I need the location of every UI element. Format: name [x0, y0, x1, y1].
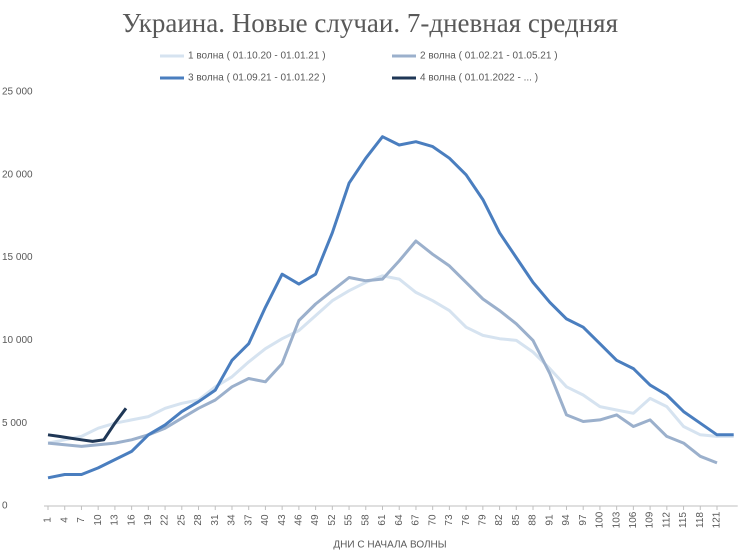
- x-tick-label: 46: [294, 514, 305, 526]
- x-tick-label: 52: [327, 514, 338, 526]
- x-tick-label: 118: [695, 512, 706, 528]
- x-tick-label: 19: [143, 514, 154, 526]
- x-tick-label: 109: [645, 511, 656, 528]
- y-tick-label: 20 000: [2, 169, 33, 180]
- legend-label: 4 волна ( 01.01.2022 - ... ): [420, 73, 538, 84]
- x-tick-label: 16: [126, 514, 137, 526]
- x-tick-label: 61: [377, 514, 388, 526]
- x-tick-label: 40: [260, 514, 271, 526]
- x-axis-label: ДНИ С НАЧАЛА ВОЛНЫ: [333, 540, 446, 551]
- x-tick-label: 115: [678, 512, 689, 528]
- x-tick-label: 79: [477, 514, 488, 526]
- y-tick-label: 15 000: [2, 252, 33, 263]
- x-tick-label: 34: [227, 514, 238, 526]
- y-tick-label: 25 000: [2, 87, 33, 98]
- x-tick-label: 4: [59, 517, 70, 523]
- legend-label: 1 волна ( 01.10.20 - 01.01.21 ): [188, 51, 326, 62]
- x-tick-label: 7: [76, 517, 87, 523]
- chart-title: Украина. Новые случаи. 7-дневная средняя: [122, 8, 618, 38]
- legend-label: 2 волна ( 01.02.21 - 01.05.21 ): [420, 51, 558, 62]
- x-tick-label: 70: [427, 514, 438, 526]
- x-tick-label: 88: [528, 514, 539, 526]
- x-tick-label: 49: [310, 514, 321, 526]
- x-tick-label: 112: [661, 512, 672, 528]
- y-tick-label: 10 000: [2, 335, 33, 346]
- legend-label: 3 волна ( 01.09.21 - 01.01.22 ): [188, 73, 326, 84]
- x-tick-label: 100: [595, 511, 606, 528]
- x-tick-label: 22: [160, 514, 171, 526]
- x-tick-label: 97: [578, 514, 589, 526]
- series-line: [47, 135, 734, 480]
- x-tick-label: 13: [110, 514, 121, 526]
- x-tick-label: 55: [344, 514, 355, 526]
- x-tick-label: 58: [360, 514, 371, 526]
- x-tick-label: 103: [611, 511, 622, 528]
- y-tick-label: 0: [2, 501, 8, 512]
- x-tick-label: 121: [712, 511, 723, 528]
- x-tick-label: 106: [628, 511, 639, 528]
- x-tick-label: 85: [511, 514, 522, 526]
- series-line: [47, 407, 128, 443]
- x-tick-label: 10: [93, 514, 104, 526]
- x-tick-label: 94: [561, 514, 572, 526]
- x-tick-label: 43: [277, 514, 288, 526]
- x-tick-label: 31: [210, 514, 221, 526]
- x-tick-label: 28: [193, 514, 204, 526]
- x-tick-label: 82: [494, 514, 505, 526]
- x-tick-label: 37: [243, 514, 254, 526]
- x-tick-label: 76: [461, 514, 472, 526]
- x-tick-label: 73: [444, 514, 455, 526]
- series-line: [47, 274, 734, 445]
- y-tick-label: 5 000: [2, 418, 27, 429]
- x-tick-label: 64: [394, 514, 405, 526]
- x-tick-label: 91: [544, 514, 555, 526]
- series-line: [47, 239, 718, 465]
- x-tick-label: 25: [176, 514, 187, 526]
- x-tick-label: 1: [43, 517, 54, 523]
- x-tick-label: 67: [411, 514, 422, 526]
